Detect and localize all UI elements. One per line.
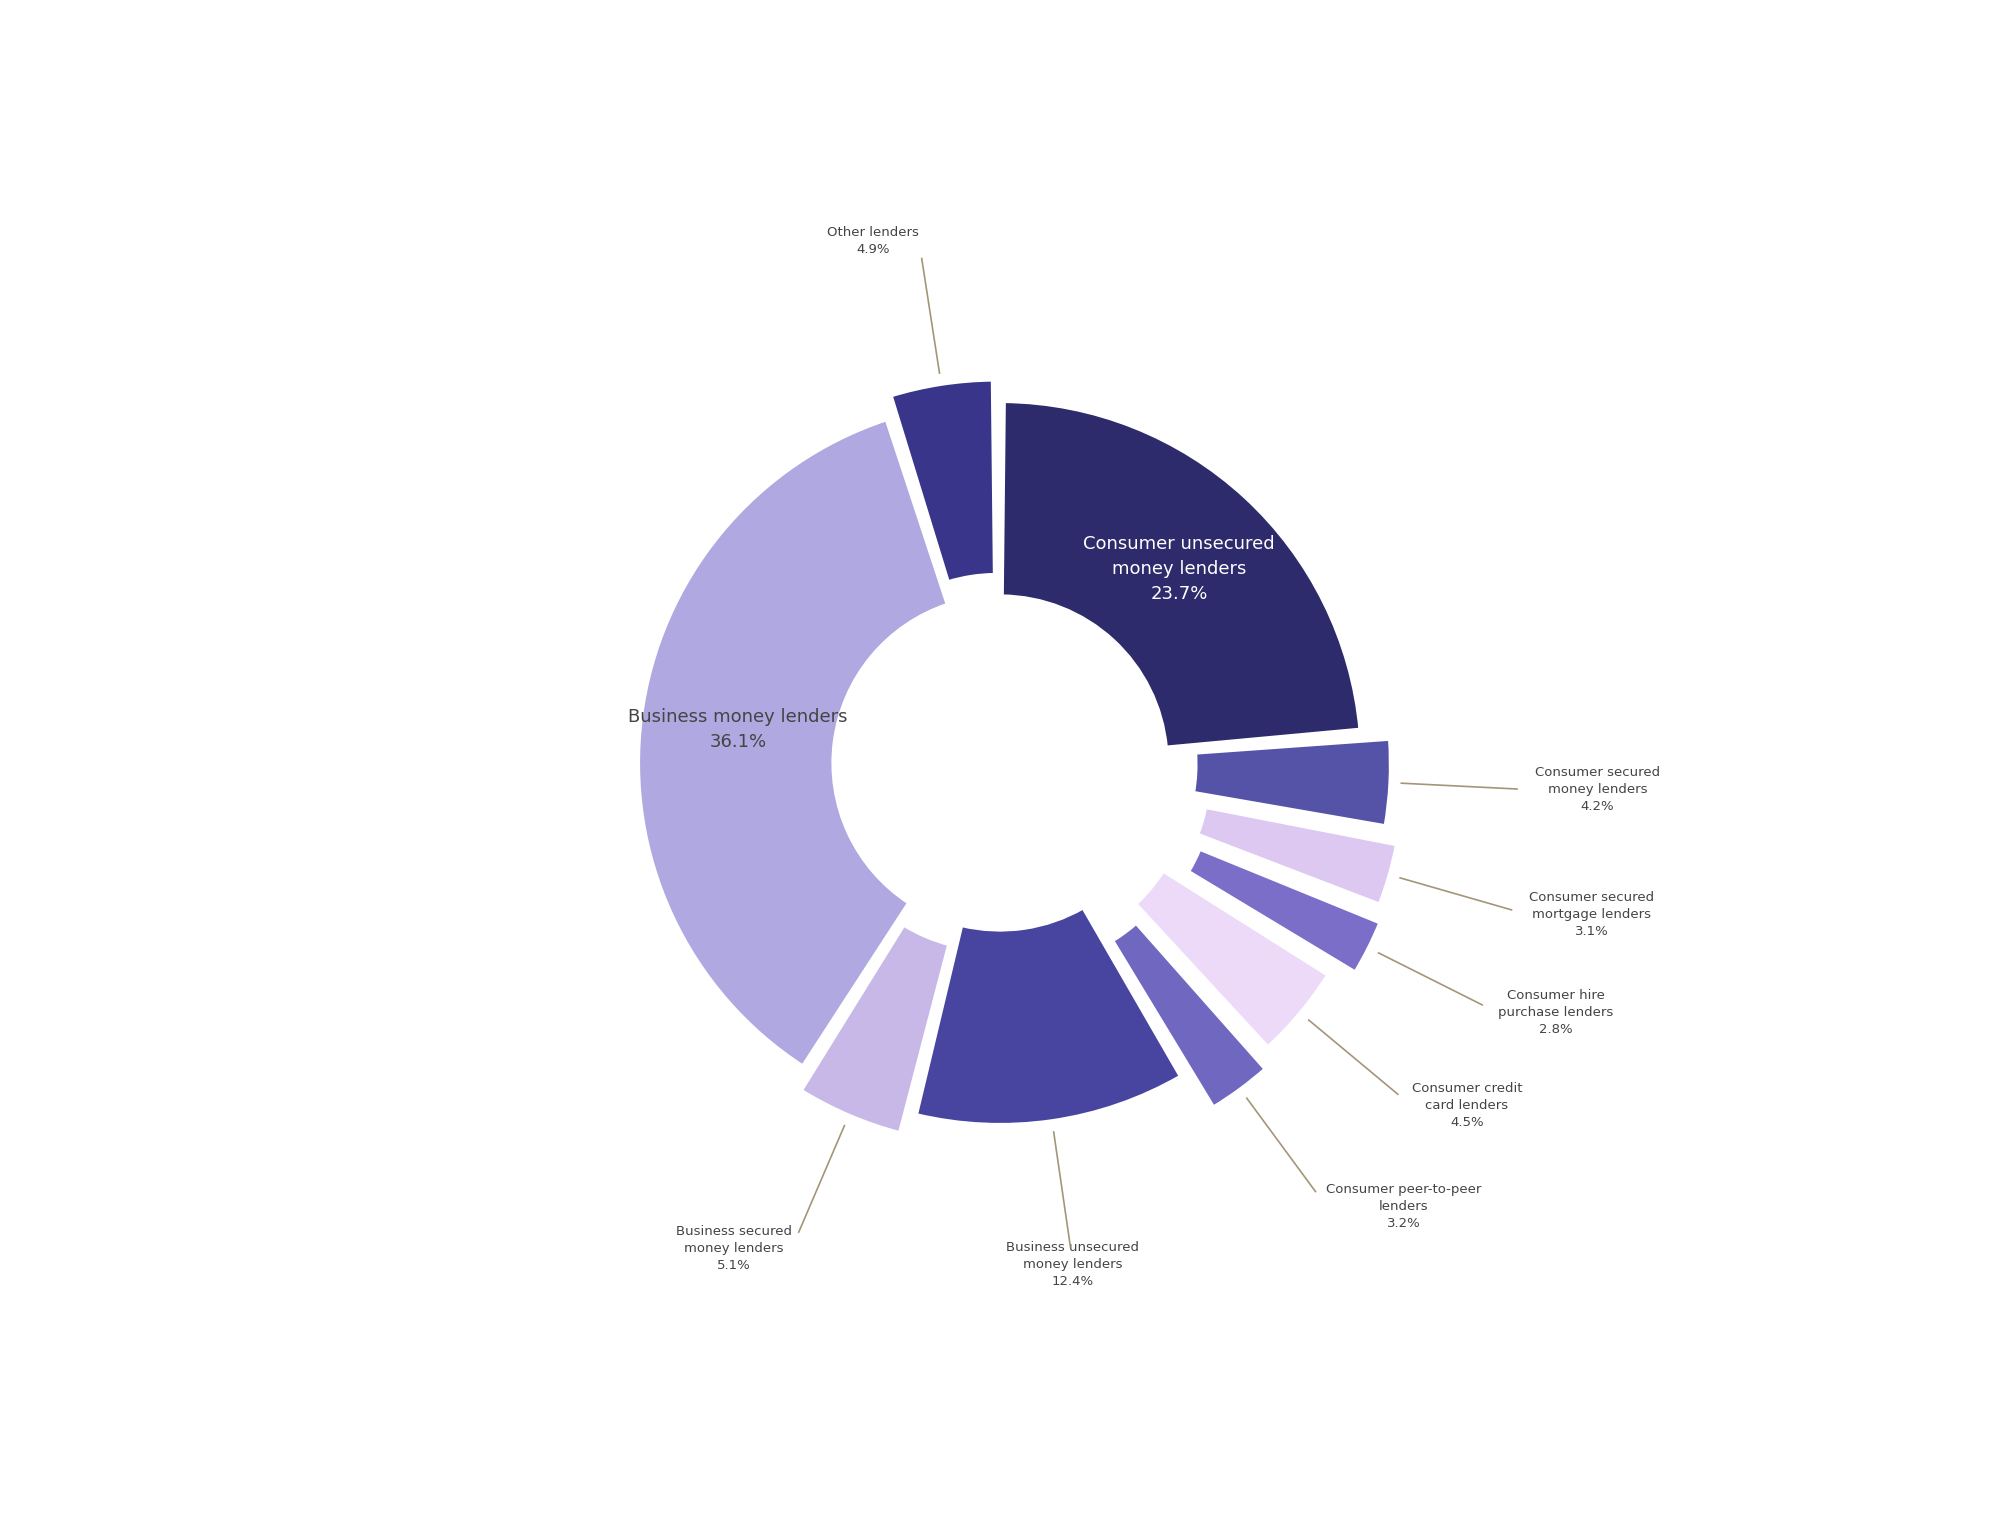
Wedge shape (1112, 923, 1266, 1108)
Wedge shape (1136, 870, 1328, 1047)
Wedge shape (800, 925, 950, 1134)
Text: Other lenders
4.9%: Other lenders 4.9% (828, 226, 918, 256)
Text: Consumer secured
money lenders
4.2%: Consumer secured money lenders 4.2% (1536, 766, 1660, 813)
Text: Consumer secured
mortgage lenders
3.1%: Consumer secured mortgage lenders 3.1% (1528, 891, 1654, 938)
Text: Consumer unsecured
money lenders
23.7%: Consumer unsecured money lenders 23.7% (1084, 534, 1274, 603)
Text: Consumer credit
card lenders
4.5%: Consumer credit card lenders 4.5% (1412, 1082, 1522, 1129)
Wedge shape (1188, 848, 1380, 972)
Text: Business secured
money lenders
5.1%: Business secured money lenders 5.1% (676, 1225, 792, 1273)
Text: Consumer hire
purchase lenders
2.8%: Consumer hire purchase lenders 2.8% (1498, 989, 1614, 1036)
Text: Consumer peer-to-peer
lenders
3.2%: Consumer peer-to-peer lenders 3.2% (1326, 1183, 1482, 1230)
Wedge shape (890, 380, 994, 583)
Wedge shape (1192, 739, 1390, 826)
Wedge shape (638, 420, 948, 1067)
Text: Business unsecured
money lenders
12.4%: Business unsecured money lenders 12.4% (1006, 1241, 1140, 1288)
Wedge shape (1002, 401, 1360, 748)
Wedge shape (916, 908, 1182, 1125)
Wedge shape (1198, 807, 1398, 905)
Text: Business money lenders
36.1%: Business money lenders 36.1% (628, 708, 848, 751)
